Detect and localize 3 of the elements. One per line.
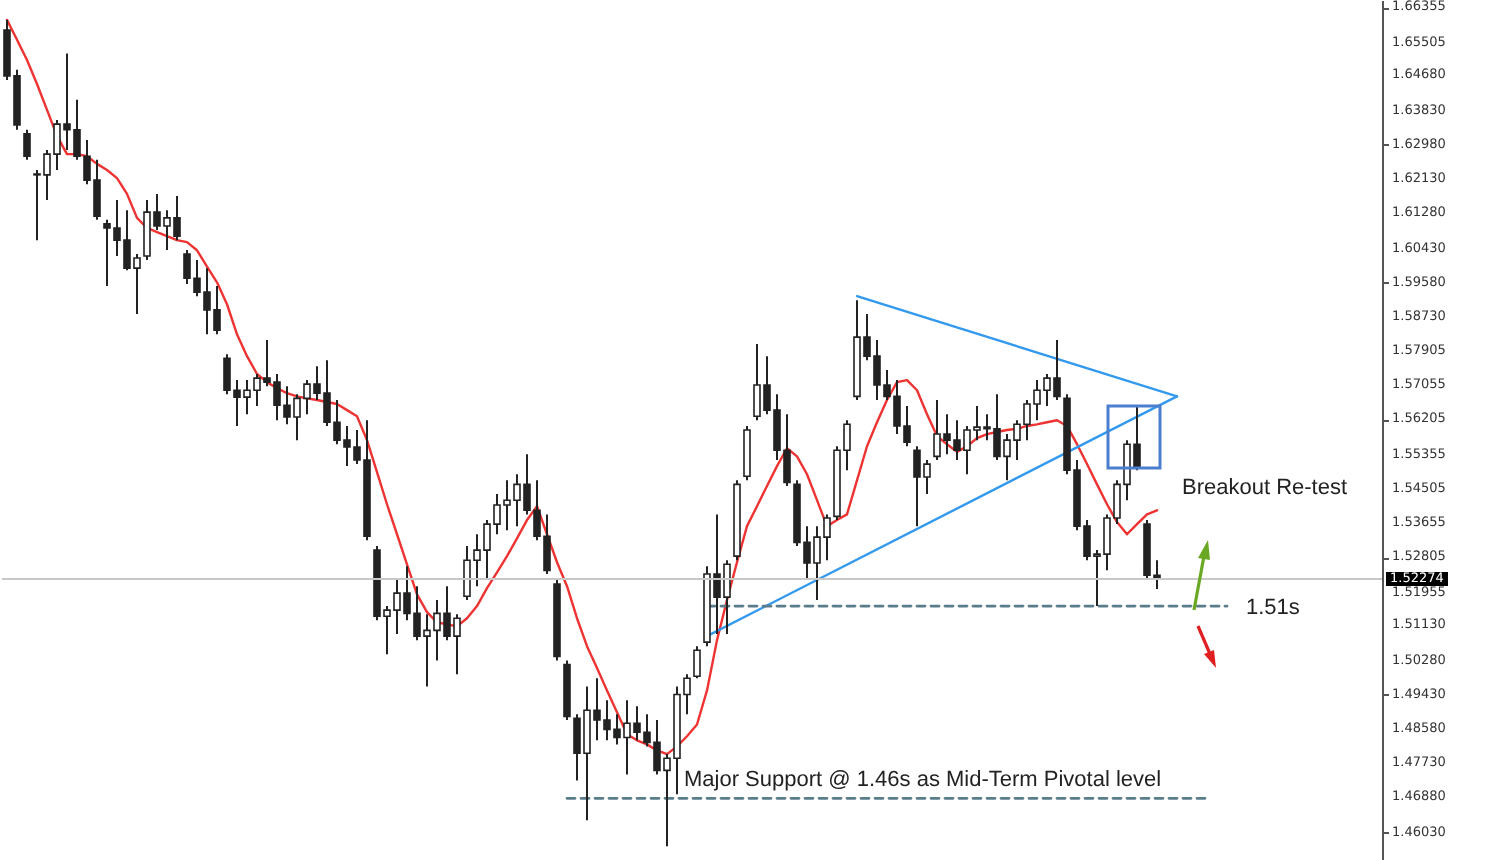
annotation: Major Support @ 1.46s as Mid-Term Pivotal level bbox=[684, 766, 1162, 794]
annotation: 1.51s bbox=[1246, 594, 1300, 622]
annotation: Breakout Re-test bbox=[1182, 474, 1348, 502]
